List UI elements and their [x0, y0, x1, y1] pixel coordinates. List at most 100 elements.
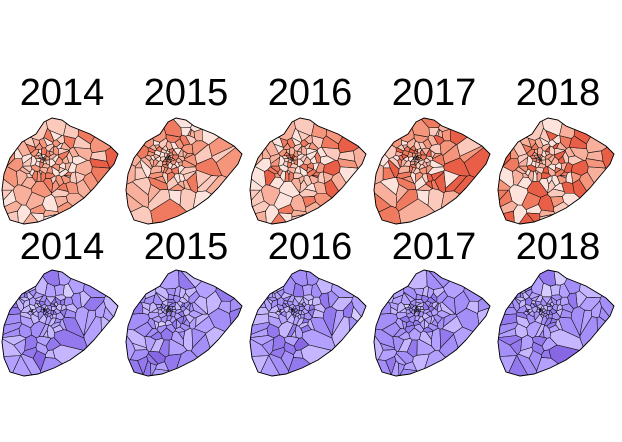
county-region — [299, 179, 308, 194]
map-panel-red-2017: 2017 — [372, 74, 496, 234]
county-region — [424, 319, 430, 329]
county-map — [1, 117, 119, 225]
year-label: 2016 — [267, 226, 353, 268]
county-region — [526, 313, 536, 325]
county-region — [30, 164, 41, 172]
county-region — [171, 309, 177, 313]
county-region — [421, 295, 429, 303]
county-region — [267, 166, 279, 175]
map-panel-purple-2018: 2018 — [496, 228, 620, 388]
county-region — [158, 312, 167, 319]
county-region — [530, 295, 540, 302]
county-region — [29, 168, 35, 177]
county-region — [413, 134, 429, 143]
county-region — [550, 294, 563, 301]
county-region — [149, 158, 155, 168]
map-panel-purple-2015: 2015 — [124, 228, 248, 388]
county-region — [546, 303, 551, 308]
county-region — [418, 159, 425, 166]
county-region — [46, 307, 50, 313]
county-region — [277, 168, 283, 177]
county-region — [390, 306, 398, 315]
region-outline — [125, 269, 243, 377]
county-region — [185, 135, 197, 145]
county-region — [278, 164, 289, 172]
county-region — [53, 318, 62, 324]
county-region — [548, 313, 553, 319]
county-region — [163, 152, 168, 158]
county-region — [168, 309, 171, 313]
county-region — [183, 327, 193, 352]
year-label: 2014 — [19, 72, 105, 114]
county-region — [171, 330, 184, 347]
county-region — [173, 295, 181, 303]
county-region — [36, 303, 42, 307]
county-region — [310, 316, 333, 339]
county-region — [192, 190, 213, 209]
county-region — [299, 166, 308, 177]
county-region — [556, 175, 567, 184]
county-region — [397, 158, 403, 168]
county-region — [431, 327, 441, 352]
county-region — [406, 339, 418, 358]
county-region — [320, 135, 339, 150]
county-region — [218, 300, 231, 314]
county-region — [538, 329, 545, 338]
region-outline — [1, 117, 119, 225]
county-region — [427, 296, 437, 304]
county-region — [30, 148, 39, 157]
county-region — [150, 165, 162, 174]
county-region — [51, 179, 60, 194]
county-region — [398, 307, 407, 313]
county-region — [342, 300, 354, 318]
county-region — [89, 158, 111, 169]
county-region — [411, 152, 416, 158]
county-region — [34, 295, 44, 302]
county-region — [54, 284, 65, 296]
year-label: 2016 — [267, 72, 353, 114]
county-region — [568, 135, 587, 150]
county-region — [542, 307, 546, 313]
county-region — [406, 312, 415, 319]
county-region — [165, 157, 169, 161]
region-outline — [249, 269, 367, 377]
county-region — [149, 144, 157, 152]
county-region — [567, 292, 578, 309]
county-region — [549, 318, 558, 324]
county-region — [35, 158, 42, 163]
county-region — [535, 166, 545, 174]
county-region — [179, 296, 189, 304]
county-region — [302, 284, 313, 296]
map-panel-red-2014: 2014 — [0, 74, 124, 234]
county-region — [28, 304, 37, 310]
county-region — [515, 166, 527, 175]
map-panel-purple-2014: 2014 — [0, 228, 124, 388]
county-region — [526, 164, 537, 172]
county-map — [125, 269, 243, 377]
county-map — [249, 117, 367, 225]
county-region — [178, 173, 186, 182]
county-region — [59, 162, 66, 170]
year-label: 2015 — [143, 72, 229, 114]
county-region — [30, 313, 40, 325]
county-region — [319, 292, 330, 309]
county-region — [558, 155, 566, 164]
county-region — [168, 156, 171, 159]
county-region — [302, 294, 315, 301]
county-region — [425, 310, 433, 317]
county-map — [373, 117, 491, 225]
map-panel-purple-2016: 2016 — [248, 228, 372, 388]
county-region — [293, 143, 303, 152]
county-region — [284, 303, 290, 307]
county-map — [249, 269, 367, 377]
county-region — [547, 179, 556, 194]
county-region — [294, 307, 298, 313]
county-map — [373, 269, 491, 377]
region-outline — [497, 117, 615, 225]
county-region — [60, 308, 67, 318]
county-region — [419, 330, 432, 347]
county-region — [434, 171, 446, 194]
county-region — [282, 295, 292, 302]
county-region — [51, 166, 60, 177]
map-panel-purple-2017: 2017 — [372, 228, 496, 388]
